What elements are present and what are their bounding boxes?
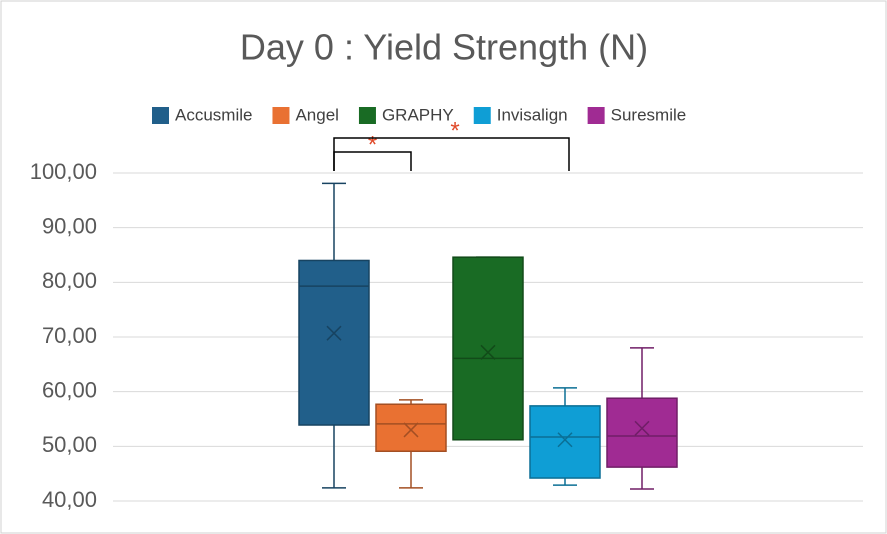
y-tick-label: 70,00 [42, 323, 97, 348]
legend-label: GRAPHY [382, 105, 454, 124]
legend-swatch [358, 107, 376, 124]
mean-marker [634, 420, 650, 436]
box [298, 259, 370, 426]
mean-marker [403, 422, 419, 438]
legend-swatch [587, 107, 605, 124]
mean-marker [326, 325, 342, 341]
legend-swatch [152, 107, 169, 124]
legend-label: Suresmile [611, 105, 687, 124]
mean-marker [480, 344, 496, 360]
legend-label: Accusmile [175, 105, 252, 124]
significance-bracket [333, 137, 570, 171]
chart-title: Day 0 : Yield Strength (N) [240, 27, 648, 68]
box [606, 397, 678, 468]
y-tick-label: 80,00 [42, 268, 97, 293]
significance-star: * [450, 117, 459, 144]
legend-label: Angel [295, 105, 338, 124]
box [375, 403, 447, 453]
y-tick-label: 100,00 [30, 159, 97, 184]
legend-swatch [473, 107, 491, 124]
significance-star: * [368, 131, 377, 158]
mean-marker [557, 432, 573, 448]
y-tick-label: 60,00 [42, 377, 97, 402]
legend-swatch [272, 107, 290, 124]
y-tick-label: 90,00 [42, 213, 97, 238]
y-tick-label: 50,00 [42, 432, 97, 457]
y-tick-label: 40,00 [42, 487, 97, 512]
box [452, 256, 524, 441]
legend-label: Invisalign [497, 105, 568, 124]
box [529, 405, 601, 479]
